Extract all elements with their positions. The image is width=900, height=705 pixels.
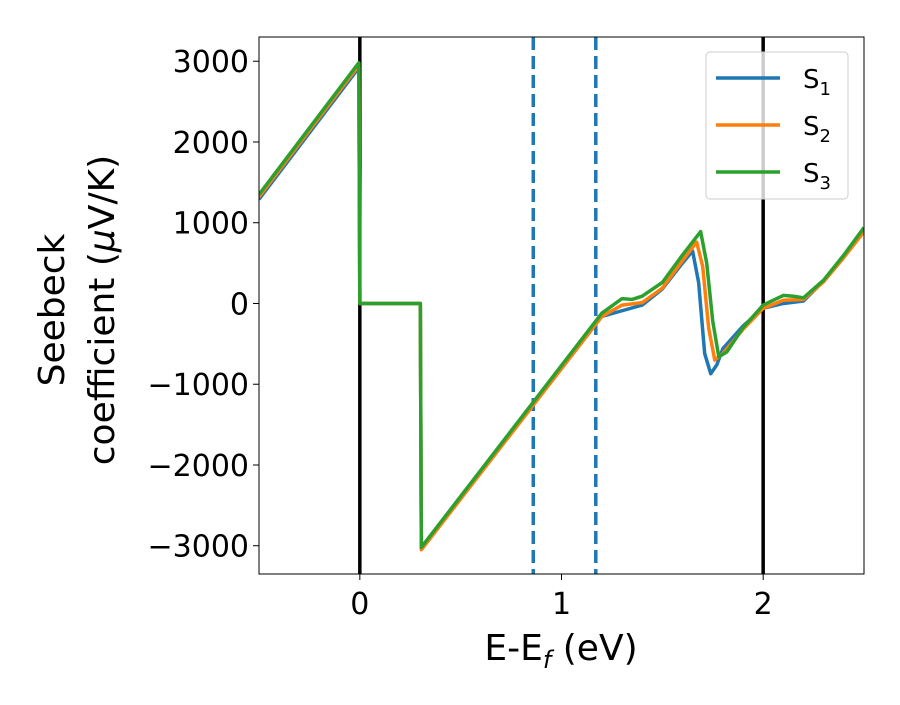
x-axis-title: E-Ef (eV) xyxy=(484,628,637,674)
x-axis-ticks: 0 1 2 xyxy=(350,574,773,622)
series-line-3 xyxy=(259,61,864,550)
y-tick-label: 3000 xyxy=(173,45,249,80)
x-axis-title-tail: (eV) xyxy=(551,628,637,669)
y-axis-title: Seebeck coefficient (μV/K) xyxy=(32,155,123,465)
y-tick-label: 1000 xyxy=(173,207,249,242)
series-lines xyxy=(259,61,864,552)
y-axis-ticks: 3000 2000 1000 0 −1000 −2000 −3000 xyxy=(148,45,259,565)
x-tick-label: 0 xyxy=(350,587,369,622)
y-tick-label: −2000 xyxy=(148,449,249,484)
y-axis-title-mu: μ xyxy=(82,229,123,253)
y-axis-title-pre: coefficient ( xyxy=(82,252,123,465)
y-axis-title-line2: coefficient (μV/K) xyxy=(82,155,123,465)
x-tick-label: 2 xyxy=(754,587,773,622)
legend-label-2: S2 xyxy=(803,112,831,147)
y-axis-title-post: V/K) xyxy=(82,155,123,229)
legend: S1 S2 S3 xyxy=(705,51,849,200)
legend-label-1: S1 xyxy=(803,65,831,100)
x-axis-title-base: E-E xyxy=(484,628,542,669)
y-tick-label: 2000 xyxy=(173,126,249,161)
y-tick-label: 0 xyxy=(230,287,249,322)
legend-label-3: S3 xyxy=(803,159,831,194)
y-axis-title-line1: Seebeck xyxy=(32,233,73,386)
x-tick-label: 1 xyxy=(552,587,571,622)
y-tick-label: −1000 xyxy=(148,368,249,403)
y-tick-label: −3000 xyxy=(148,530,249,565)
